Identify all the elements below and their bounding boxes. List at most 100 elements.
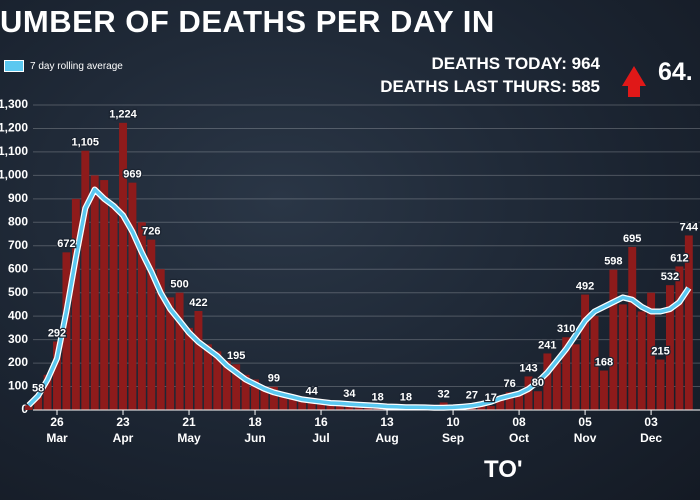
deaths-last-week: DEATHS LAST THURS: 585 [380,77,600,96]
data-label: 143 [519,362,537,374]
y-tick-label: 100 [8,379,28,393]
bar [232,364,241,410]
bar [156,269,165,410]
change-percent: 64. [658,58,693,86]
bar [185,327,193,410]
legend: 7 day rolling average [4,60,123,72]
data-label: 672 [57,238,75,250]
bar [128,182,137,410]
data-label: 58 [32,382,44,394]
bar [317,400,326,410]
y-tick-label: 200 [8,355,28,369]
data-label: 1,224 [109,109,137,121]
legend-swatch [4,60,24,72]
data-label: 32 [438,388,450,400]
y-tick-label: 700 [8,238,28,252]
bar [533,391,542,410]
bar [269,386,278,410]
data-label: 969 [123,169,141,181]
bar [194,310,203,410]
bar [175,292,184,410]
legend-label: 7 day rolling average [30,60,123,72]
x-tick-label: 03 Dec [640,415,663,445]
bar [100,180,109,410]
x-tick-label: 08 Oct [509,415,530,445]
x-tick-label: 10 Sep [442,415,465,445]
data-label: 695 [623,233,641,245]
data-label: 195 [227,350,245,362]
bar [53,341,61,410]
data-label: 17 [485,392,497,404]
bar [515,393,524,410]
x-tick-label: 21 May [177,415,201,445]
bar [34,396,43,410]
y-tick-label: 600 [8,261,28,275]
bar [166,297,175,410]
up-arrow [622,66,646,97]
bar [81,150,90,410]
bar [656,359,665,410]
data-label: 215 [651,345,669,357]
bar [505,392,514,410]
data-label: 18 [372,392,384,404]
bar [109,203,118,410]
data-label: 241 [538,339,556,351]
bar [581,294,590,410]
bar [552,363,561,410]
bar [675,266,684,410]
data-label: 34 [343,388,356,400]
bar [590,316,599,410]
bar [618,304,627,410]
y-tick-label: 1,000 [0,168,28,182]
bar [222,360,231,410]
y-tick-label: 800 [8,214,28,228]
deaths-today: DEATHS TODAY: 964 [431,54,600,73]
y-tick-label: 1,100 [0,144,28,158]
bar [524,376,533,410]
data-label: 76 [504,378,516,390]
data-label: 500 [170,279,188,291]
data-label: 27 [466,390,478,402]
bar [24,405,33,410]
bar [326,402,335,410]
bar [298,398,307,410]
bar [543,353,552,410]
x-tick-label: 05 Nov [573,415,597,445]
data-label: 1,105 [72,137,100,149]
data-label: 310 [557,323,575,335]
bar [571,344,580,410]
data-label: 726 [142,226,160,238]
x-tick-label: 18 Jun [244,415,266,445]
bar [496,395,505,410]
data-label: 18 [400,392,412,404]
bar [599,370,608,410]
data-label: 532 [661,271,679,283]
data-label: 292 [48,327,66,339]
bar [279,393,288,410]
bar [119,122,127,410]
data-label: 422 [189,297,207,309]
y-tick-label: 400 [8,308,28,322]
data-label: 598 [604,256,622,268]
bar [203,344,212,410]
bar [62,252,71,410]
bar [628,246,637,410]
bar [147,239,156,410]
bar [288,395,297,410]
bar [609,269,618,410]
y-tick-label: 900 [8,191,28,205]
bar [477,405,486,410]
bar [90,175,99,410]
bar [213,351,222,410]
bar [647,292,656,410]
bar [486,406,495,410]
bar [43,374,52,410]
bar [684,235,693,410]
data-label: 99 [268,373,280,385]
y-tick-label: 500 [8,285,28,299]
data-label: 492 [576,280,594,292]
bar [71,198,80,410]
x-tick-label: 16 Jul [312,415,330,445]
